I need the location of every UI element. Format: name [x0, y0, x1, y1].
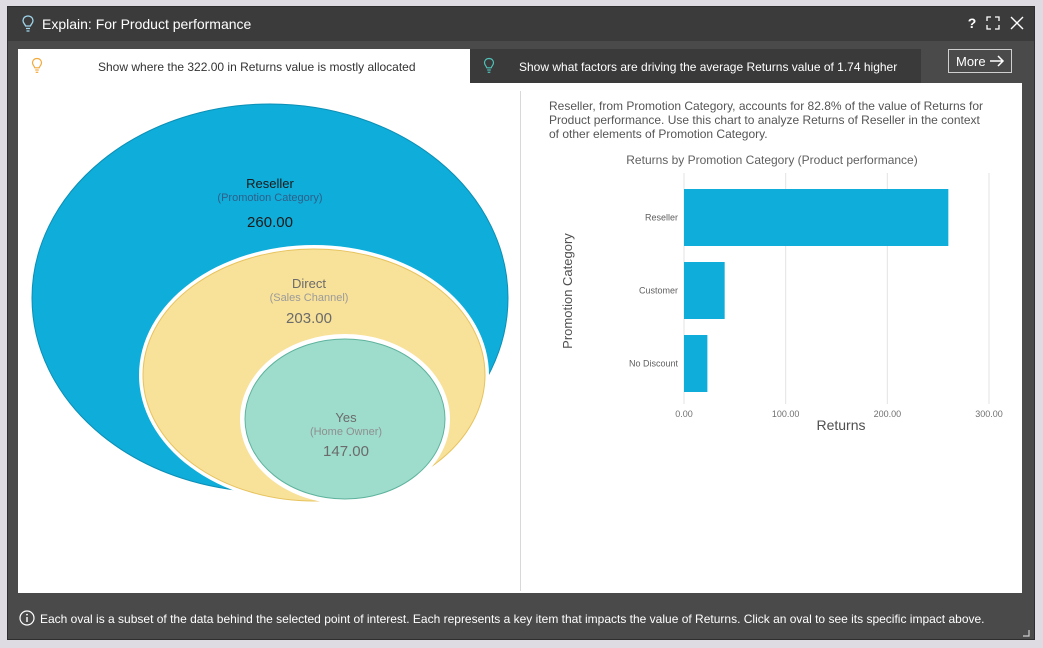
oval-yes-value: 147.00 [323, 443, 369, 460]
oval-direct-value: 203.00 [286, 310, 332, 327]
chart-title: Returns by Promotion Category (Product p… [626, 153, 917, 167]
title-bar: Explain: For Product performance ? [8, 7, 1034, 41]
footer: Each oval is a subset of the data behind… [8, 603, 1034, 637]
lightbulb-icon [31, 57, 43, 73]
expand-icon[interactable] [984, 14, 1002, 32]
bar-reseller[interactable] [684, 189, 949, 246]
oval-reseller-name: Reseller [246, 176, 294, 191]
tab-allocation[interactable]: Show where the 322.00 in Returns value i… [18, 49, 470, 83]
category-label: No Discount [629, 359, 679, 369]
resize-grip-icon[interactable] [1022, 629, 1030, 637]
chart-y-axis-label: Promotion Category [560, 233, 575, 349]
returns-bar-chart: Returns by Promotion Category (Product p… [560, 153, 1003, 433]
explanation-text: Reseller, from Promotion Category, accou… [549, 99, 983, 141]
panel-divider [520, 91, 521, 591]
lightbulb-icon [22, 15, 34, 32]
footer-text: Each oval is a subset of the data behind… [40, 612, 985, 626]
arrow-right-icon [990, 55, 1005, 67]
x-tick-label: 200.00 [874, 409, 902, 419]
x-tick-label: 100.00 [772, 409, 800, 419]
info-icon [19, 610, 35, 626]
category-label: Reseller [645, 213, 678, 223]
oval-direct-name: Direct [292, 276, 326, 291]
oval-yes-category: (Home Owner) [310, 426, 382, 438]
dialog-title: Explain: For Product performance [42, 16, 252, 32]
x-tick-label: 300.00 [975, 409, 1003, 419]
tab-allocation-label: Show where the 322.00 in Returns value i… [98, 60, 416, 74]
oval-yes[interactable]: Yes (Home Owner) 147.00 [240, 334, 450, 504]
help-button[interactable]: ? [967, 15, 977, 31]
tab-factors-label: Show what factors are driving the averag… [519, 60, 898, 74]
oval-direct-category: (Sales Channel) [270, 292, 349, 304]
explain-tabs: Show where the 322.00 in Returns value i… [18, 49, 1024, 83]
chart-x-axis-label: Returns [816, 417, 865, 433]
more-button[interactable]: More [948, 49, 1012, 73]
bar-customer[interactable] [684, 262, 725, 319]
chart-tick-labels: 0.00 100.00 200.00 300.00 [675, 409, 1003, 419]
bar-no-discount[interactable] [684, 335, 708, 392]
chart-bars [684, 189, 949, 392]
close-icon[interactable] [1008, 14, 1026, 32]
chart-category-labels: Reseller Customer No Discount [629, 213, 679, 369]
oval-diagram: Reseller (Promotion Category) 260.00 Dir… [31, 103, 509, 505]
oval-reseller-category: (Promotion Category) [217, 192, 322, 204]
oval-reseller-value: 260.00 [247, 214, 293, 231]
more-button-label: More [956, 54, 986, 69]
lightbulb-icon [483, 57, 495, 73]
explain-dialog: Explain: For Product performance ? Show … [7, 6, 1035, 640]
category-label: Customer [639, 286, 678, 296]
explain-content: Reseller (Promotion Category) 260.00 Dir… [18, 83, 1022, 593]
oval-yes-name: Yes [335, 410, 357, 425]
tab-factors[interactable]: Show what factors are driving the averag… [470, 49, 921, 83]
x-tick-label: 0.00 [675, 409, 693, 419]
